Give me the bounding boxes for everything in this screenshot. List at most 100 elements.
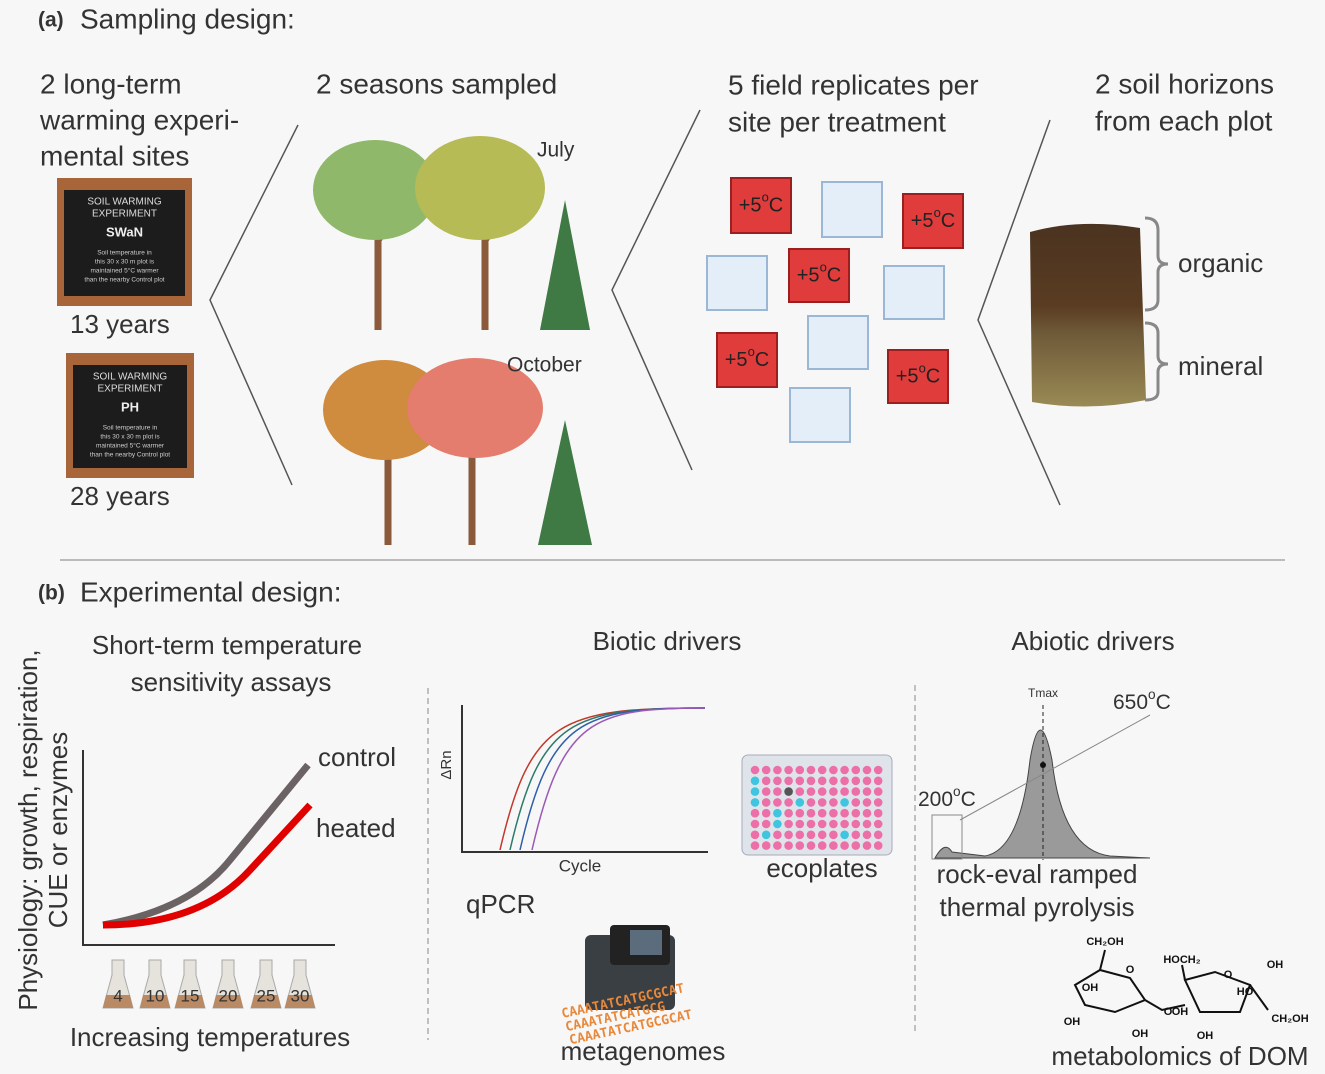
temperature: 10 [146, 986, 165, 1005]
well [784, 808, 793, 818]
well [817, 787, 827, 796]
well [840, 830, 849, 840]
well [761, 841, 771, 850]
season-label: July [537, 139, 575, 162]
heated-plot [887, 349, 949, 404]
atom-label: HO [1237, 986, 1254, 998]
sign-body: this 30 x 30 m plot is [95, 259, 155, 266]
well [873, 808, 883, 818]
well [773, 787, 782, 796]
flask-fill [103, 995, 133, 1008]
ramp-point [1040, 762, 1046, 768]
axes [82, 750, 335, 946]
well [817, 765, 827, 775]
well [862, 787, 872, 796]
label-unit: C [769, 195, 783, 217]
well [806, 798, 816, 807]
plot-label: +5oC [797, 260, 842, 287]
y-label-line: CUE or enzymes [43, 732, 73, 929]
seasons-heading: 2 seasons sampled [316, 68, 557, 99]
qpcr-curves [499, 707, 706, 851]
label-base: +5 [797, 265, 820, 287]
heading-line: mental sites [40, 140, 189, 171]
sign-body: maintained 5°C warmer [96, 442, 165, 450]
well [862, 830, 872, 840]
label-sup: o [919, 361, 926, 376]
well [761, 776, 771, 786]
well [784, 765, 793, 775]
replicates-heading: 5 field replicates per [728, 69, 979, 100]
well [817, 776, 827, 786]
metagenomes-label: metagenomes [561, 1036, 726, 1066]
brace [1144, 216, 1169, 312]
heated-plot [902, 193, 964, 249]
well [840, 776, 849, 786]
label-sup: o [953, 784, 961, 799]
well [829, 841, 838, 850]
well [773, 808, 782, 818]
well [862, 808, 872, 818]
y-label: Physiology: growth, respiration, CUE or … [13, 649, 73, 1010]
well [862, 776, 872, 786]
well [750, 787, 760, 796]
temp-label: 200oC [918, 784, 976, 811]
tmax-label: Tmax [1028, 686, 1058, 700]
well [761, 808, 771, 818]
well [829, 776, 838, 786]
well [806, 830, 816, 840]
sign [64, 190, 185, 296]
well [862, 765, 872, 775]
heated-plots: +5oC+5oC+5oC+5oC+5oC [716, 177, 964, 404]
sign-body: Soil temperature in [103, 425, 158, 432]
well [795, 798, 805, 807]
atom-label: OH [1082, 982, 1099, 994]
sign-header: SOIL WARMING [87, 197, 161, 208]
temp-label: 650oC [1113, 687, 1171, 714]
biotic-heading: Biotic drivers [593, 626, 742, 656]
y-label-line: Physiology: growth, respiration, [13, 649, 43, 1010]
label-base: +5 [911, 210, 934, 232]
well [784, 776, 793, 786]
flask-fill [285, 995, 315, 1008]
well [829, 765, 838, 775]
well [873, 787, 883, 796]
well [750, 776, 760, 786]
panel-letter: (a) [38, 9, 64, 32]
well [795, 787, 805, 796]
panel-title: Sampling design: [80, 3, 295, 34]
label-base: +5 [896, 366, 919, 388]
well [773, 819, 782, 829]
well [851, 830, 861, 840]
control-plots [706, 181, 945, 443]
sign-header: EXPERIMENT [97, 384, 162, 395]
well [784, 830, 793, 840]
trees-july [313, 136, 590, 330]
well [840, 819, 849, 829]
pyrolysis-label: rock-eval ramped [937, 859, 1138, 889]
sign-body: maintained 5°C warmer [91, 267, 160, 275]
horizon-label: organic [1178, 248, 1263, 278]
label-base: +5 [725, 349, 748, 371]
well [873, 841, 883, 850]
well [829, 819, 838, 829]
well [750, 798, 760, 807]
replicates-heading: site per treatment [728, 106, 946, 137]
well [817, 830, 827, 840]
flask-fill [251, 995, 281, 1008]
atom-label: O [1164, 1006, 1173, 1018]
season-label: October [507, 354, 582, 377]
qpcr-y-label: ΔRn [438, 750, 455, 779]
sign-header: SOIL WARMING [93, 372, 167, 383]
well [840, 808, 849, 818]
well [773, 776, 782, 786]
curve-label: heated [316, 813, 396, 843]
horizons-heading: from each plot [1095, 105, 1273, 136]
well [806, 776, 816, 786]
label-unit: C [926, 366, 940, 388]
panel-title: Experimental design: [80, 576, 341, 607]
well [862, 819, 872, 829]
well [784, 798, 793, 807]
atom-label: OH [1197, 1030, 1214, 1042]
well [761, 765, 771, 775]
